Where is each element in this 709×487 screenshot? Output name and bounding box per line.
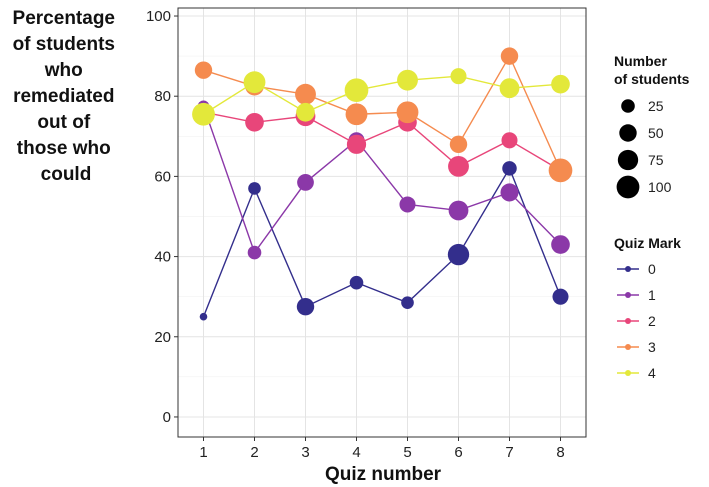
size-legend-label: 75 xyxy=(648,152,664,168)
x-axis-title: Quiz number xyxy=(325,464,442,485)
plot-area: 0 20 40 60 80 100 1 2 3 4 5 6 7 8 xyxy=(146,7,587,461)
plot-border xyxy=(177,7,587,438)
data-point xyxy=(344,78,369,103)
y-axis-title-line: of students xyxy=(13,34,115,55)
data-point xyxy=(499,78,520,99)
data-point xyxy=(349,275,364,290)
data-point xyxy=(397,69,418,91)
y-tick-label: 100 xyxy=(146,8,171,25)
data-point xyxy=(401,296,414,310)
color-legend: Quiz Mark 0 1 2 3 4 xyxy=(614,235,681,381)
data-point xyxy=(500,47,519,65)
data-point xyxy=(500,183,519,202)
size-legend-title-line: Number xyxy=(614,53,667,69)
data-point xyxy=(448,200,469,221)
data-point xyxy=(501,132,518,149)
data-point xyxy=(449,135,468,154)
data-point xyxy=(502,161,517,176)
x-tick-label: 5 xyxy=(403,444,411,461)
data-point xyxy=(548,158,573,183)
y-tick-label: 40 xyxy=(154,249,171,266)
size-legend-items: 25 50 75 100 xyxy=(616,98,672,199)
color-legend-key xyxy=(625,292,631,298)
color-legend-key xyxy=(625,266,631,272)
data-point xyxy=(447,243,470,266)
data-point xyxy=(450,68,467,85)
x-tick-label: 7 xyxy=(505,444,513,461)
data-point xyxy=(551,74,570,94)
data-point xyxy=(248,182,261,195)
color-legend-key xyxy=(625,344,631,350)
data-point xyxy=(551,235,570,254)
y-tick-label: 0 xyxy=(163,409,171,426)
data-point xyxy=(297,174,314,191)
data-point xyxy=(245,112,264,132)
y-axis-title-line: out of xyxy=(37,112,90,133)
data-point xyxy=(243,71,266,94)
data-point xyxy=(295,83,316,105)
data-point xyxy=(399,196,416,213)
x-tick-label: 2 xyxy=(250,444,258,461)
color-legend-key xyxy=(625,370,631,376)
data-point xyxy=(396,101,419,124)
data-point xyxy=(448,155,469,177)
data-point xyxy=(345,103,368,126)
color-legend-label: 2 xyxy=(648,313,656,329)
size-legend-key xyxy=(617,149,639,171)
y-tick-label: 60 xyxy=(154,168,171,185)
data-point xyxy=(552,288,569,305)
size-legend-title-line: of students xyxy=(614,71,690,87)
size-legend: Number of students 25 50 75 100 xyxy=(614,53,690,199)
y-tick-label: 80 xyxy=(154,88,171,105)
size-legend-key xyxy=(621,99,635,113)
size-legend-key xyxy=(616,175,640,199)
x-tick-label: 1 xyxy=(199,444,207,461)
color-legend-label: 0 xyxy=(648,261,656,277)
y-tick-label: 20 xyxy=(154,329,171,346)
color-legend-items: 0 1 2 3 4 xyxy=(617,261,656,381)
color-legend-title: Quiz Mark xyxy=(614,235,681,251)
y-axis-title-line: could xyxy=(41,164,92,185)
y-axis-title-line: those who xyxy=(17,138,111,159)
x-tick-label: 8 xyxy=(556,444,564,461)
y-axis-title-line: Percentage xyxy=(13,8,115,29)
data-point xyxy=(199,312,208,321)
size-legend-key xyxy=(619,124,637,142)
size-legend-label: 50 xyxy=(648,125,664,141)
y-axis-title-line: who xyxy=(44,60,83,81)
color-legend-key xyxy=(625,318,631,324)
data-point xyxy=(346,134,367,154)
y-axis-title: Percentage of students who remediated ou… xyxy=(13,8,120,185)
data-point xyxy=(194,61,213,79)
color-legend-label: 4 xyxy=(648,365,656,381)
color-legend-label: 1 xyxy=(648,287,656,303)
y-axis-title-line: remediated xyxy=(13,86,114,107)
data-point xyxy=(247,245,262,260)
x-tick-label: 6 xyxy=(454,444,462,461)
x-tick-label: 3 xyxy=(301,444,309,461)
color-legend-label: 3 xyxy=(648,339,656,355)
size-legend-label: 100 xyxy=(648,179,672,195)
series-line xyxy=(202,166,562,317)
data-point xyxy=(192,102,215,126)
x-tick-label: 4 xyxy=(352,444,360,461)
size-legend-label: 25 xyxy=(648,98,664,114)
data-point xyxy=(296,297,315,316)
data-point xyxy=(296,102,315,122)
